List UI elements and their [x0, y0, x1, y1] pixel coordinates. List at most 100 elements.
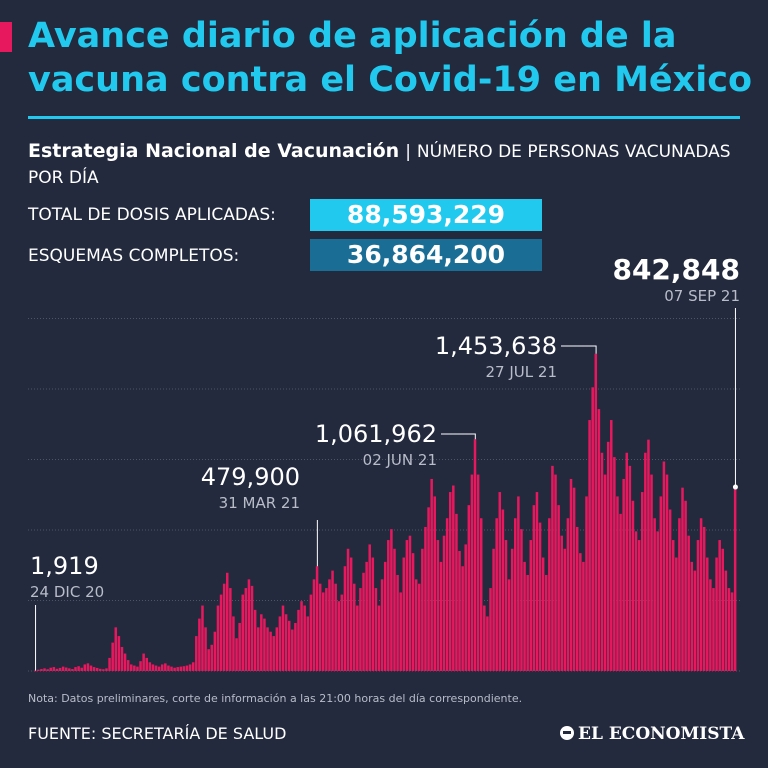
- bar: [105, 668, 108, 671]
- bar: [538, 522, 542, 671]
- bar: [690, 561, 694, 671]
- bar: [696, 540, 700, 671]
- bar: [628, 465, 632, 671]
- bar: [625, 452, 629, 671]
- bar: [275, 627, 279, 671]
- bar: [58, 667, 62, 671]
- bar: [464, 544, 467, 671]
- source-credit: FUENTE: SECRETARÍA DE SALUD: [28, 724, 287, 743]
- bar: [108, 657, 111, 671]
- bar: [49, 667, 52, 671]
- subtitle-separator: |: [405, 142, 411, 162]
- bar: [179, 666, 183, 671]
- bar: [517, 496, 520, 671]
- bar: [600, 452, 604, 671]
- bar: [188, 664, 192, 671]
- bar: [498, 492, 502, 671]
- bar: [216, 605, 220, 671]
- bar: [424, 526, 427, 671]
- total-doses-value: 88,593,229: [310, 199, 542, 231]
- bar: [95, 667, 99, 671]
- bar: [641, 492, 644, 671]
- bar: [328, 579, 331, 671]
- bar: [572, 487, 576, 671]
- bar: [603, 474, 607, 671]
- bar: [312, 579, 316, 671]
- bar: [86, 663, 90, 671]
- title-divider: [28, 116, 740, 119]
- bar: [461, 566, 464, 671]
- bar: [495, 518, 498, 671]
- bar: [585, 496, 588, 671]
- page-title: Avance diario de aplicación de la vacuna…: [28, 16, 753, 100]
- annotation-date: 31 MAR 21: [219, 494, 300, 512]
- bar: [362, 572, 365, 671]
- bar: [247, 579, 251, 671]
- bar: [504, 540, 508, 671]
- bar: [520, 529, 523, 671]
- bar: [281, 605, 285, 671]
- bar: [650, 474, 653, 671]
- annotation-value: 1,919: [30, 552, 99, 580]
- bar: [343, 566, 347, 671]
- complete-schemes-value: 36,864,200: [310, 239, 542, 271]
- bar: [715, 557, 718, 671]
- bar: [730, 592, 734, 671]
- bar: [133, 665, 136, 671]
- bar: [380, 579, 384, 671]
- bar: [613, 457, 616, 671]
- bar: [665, 474, 669, 671]
- bar: [659, 496, 663, 671]
- bar: [71, 669, 74, 671]
- bar: [117, 636, 121, 671]
- bar: [433, 496, 436, 671]
- bar: [294, 622, 297, 671]
- bar: [325, 588, 328, 671]
- bar: [501, 509, 505, 671]
- total-doses-label: TOTAL DE DOSIS APLICADAS:: [28, 205, 276, 225]
- bar: [377, 605, 381, 671]
- bar: [164, 663, 167, 671]
- bar: [467, 505, 471, 671]
- bar: [74, 667, 77, 671]
- bar: [402, 557, 406, 671]
- bar: [492, 548, 495, 671]
- bar: [173, 667, 176, 671]
- bar: [436, 540, 440, 671]
- brand-name: EL ECONOMISTA: [578, 724, 745, 744]
- bar: [427, 507, 430, 671]
- bar: [411, 553, 415, 671]
- bar: [151, 664, 155, 671]
- footnote: Nota: Datos preliminares, corte de infor…: [28, 692, 523, 705]
- annotation-date: 27 JUL 21: [486, 363, 557, 381]
- bar: [687, 535, 690, 671]
- bar: [160, 664, 164, 671]
- annotation-date: 07 SEP 21: [664, 287, 740, 305]
- bar: [89, 665, 93, 671]
- bar: [145, 657, 148, 671]
- bar: [458, 550, 461, 671]
- bar: [374, 588, 378, 671]
- bar: [167, 665, 170, 671]
- bar: [102, 669, 105, 671]
- bar: [260, 614, 263, 671]
- bar: [544, 574, 548, 671]
- bar: [709, 579, 712, 671]
- bar: [721, 548, 725, 671]
- bar: [541, 557, 545, 671]
- bar: [207, 649, 210, 671]
- bar: [284, 614, 288, 671]
- bar: [579, 553, 582, 671]
- bar: [170, 666, 173, 671]
- annotation-value: 479,900: [201, 463, 300, 491]
- bar: [130, 664, 133, 671]
- bar: [644, 452, 647, 671]
- bar: [80, 667, 83, 671]
- bar: [393, 548, 396, 671]
- bar: [238, 622, 241, 671]
- bar: [176, 667, 179, 671]
- bar: [185, 665, 189, 671]
- bar: [272, 636, 275, 671]
- bar: [322, 592, 325, 671]
